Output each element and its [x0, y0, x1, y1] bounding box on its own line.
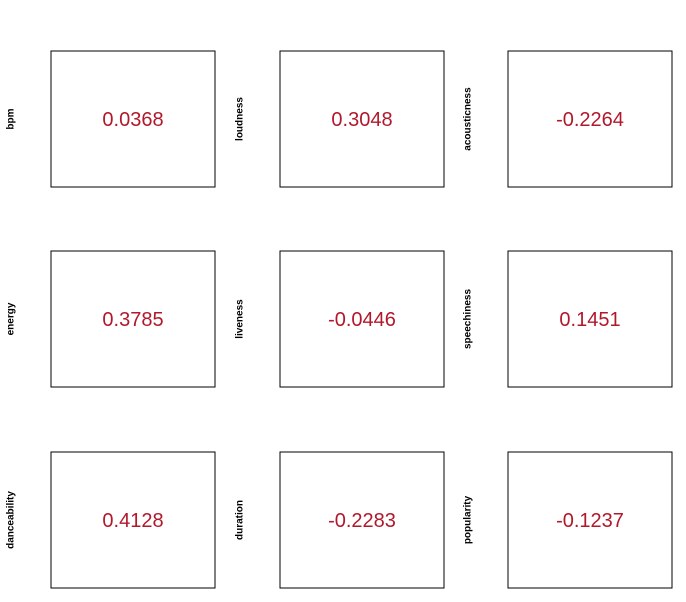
correlation-value: 0.1451 [559, 309, 620, 331]
panel-bpm: bpm 0.0368 [6, 50, 216, 188]
panel-frame [50, 451, 216, 589]
correlation-value: 0.0368 [102, 109, 163, 131]
panel-frame [279, 451, 445, 589]
panel-frame [507, 451, 673, 589]
correlation-value: 0.3785 [102, 309, 163, 331]
y-axis-label: duration [235, 500, 246, 540]
correlation-value: 0.3048 [331, 109, 392, 131]
panel-duration: duration -0.2283 [235, 451, 445, 589]
y-axis-label: speechiness [463, 289, 474, 349]
panel-acousticness: acousticness -0.2264 [463, 50, 673, 188]
panel-frame [50, 250, 216, 388]
correlation-value: -0.2283 [328, 510, 396, 532]
correlation-value: -0.0446 [328, 309, 396, 331]
panel-energy: energy 0.3785 [6, 250, 216, 388]
correlation-value: -0.1237 [556, 510, 624, 532]
y-axis-label: danceability [6, 491, 17, 549]
y-axis-label: liveness [235, 299, 246, 339]
y-axis-label: bpm [6, 108, 17, 129]
panel-frame [279, 250, 445, 388]
panel-frame [279, 50, 445, 188]
panel-frame [507, 250, 673, 388]
panel-loudness: loudness 0.3048 [235, 50, 445, 188]
panel-speechiness: speechiness 0.1451 [463, 250, 673, 388]
correlation-value: -0.2264 [556, 109, 624, 131]
y-axis-label: energy [6, 302, 17, 335]
panel-popularity: popularity -0.1237 [463, 451, 673, 589]
panel-liveness: liveness -0.0446 [235, 250, 445, 388]
panel-frame [507, 50, 673, 188]
y-axis-label: popularity [463, 495, 474, 544]
correlation-value: 0.4128 [102, 510, 163, 532]
y-axis-label: acousticness [463, 87, 474, 151]
panel-frame [50, 50, 216, 188]
y-axis-label: loudness [235, 97, 246, 141]
panel-danceability: danceability 0.4128 [6, 451, 216, 589]
